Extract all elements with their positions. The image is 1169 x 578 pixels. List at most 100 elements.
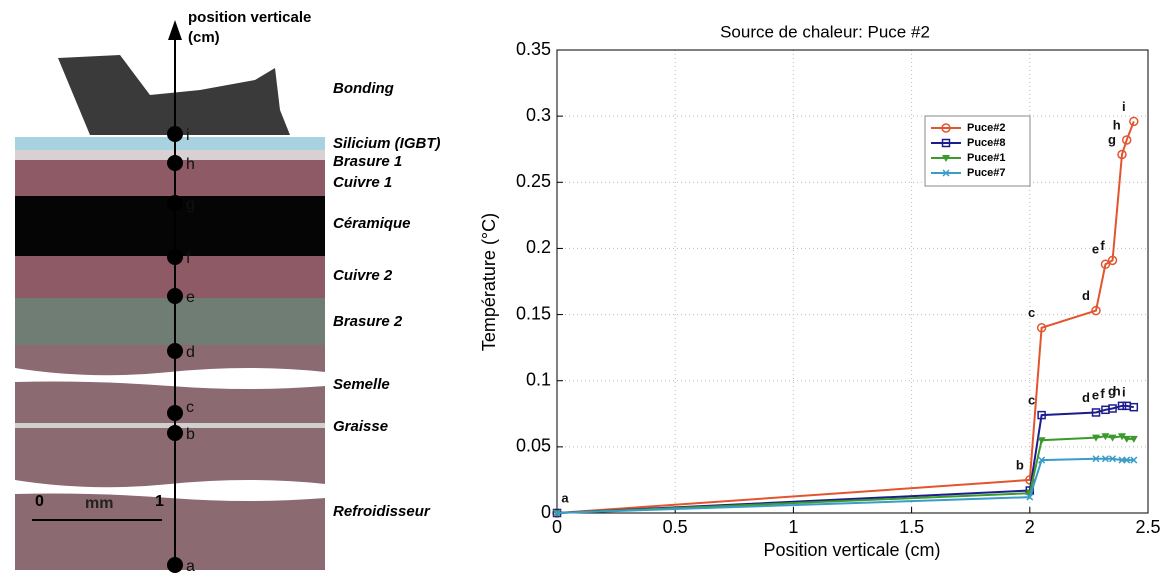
series-line bbox=[556, 121, 1135, 514]
point-label: d bbox=[1082, 390, 1090, 405]
layer-label: Céramique bbox=[333, 215, 411, 232]
plot-frame bbox=[556, 49, 1149, 514]
y-tick-label: 0.25 bbox=[516, 171, 551, 191]
layer-label: Brasure 2 bbox=[333, 313, 403, 330]
point bbox=[1117, 401, 1127, 411]
point bbox=[1026, 493, 1034, 501]
point-label: c bbox=[186, 399, 194, 416]
point-label: g bbox=[186, 196, 195, 213]
chart-title: Source de chaleur: Puce #2 bbox=[720, 22, 930, 41]
point bbox=[1121, 135, 1132, 145]
layer-label: Brasure 1 bbox=[333, 153, 402, 170]
point-label: e bbox=[1092, 387, 1099, 402]
layer-brasure2 bbox=[15, 298, 325, 345]
y-axis-label: Température (°C) bbox=[479, 213, 499, 351]
point bbox=[1100, 259, 1111, 270]
x-tick-label: 0 bbox=[552, 517, 562, 537]
section-point bbox=[167, 249, 183, 265]
point-label: f bbox=[1100, 386, 1105, 401]
point bbox=[1108, 404, 1117, 413]
y-tick-label: 0.2 bbox=[526, 237, 551, 257]
y-tick-label: 0.15 bbox=[516, 303, 551, 323]
point bbox=[1109, 455, 1117, 463]
point bbox=[1091, 408, 1101, 417]
point bbox=[1025, 475, 1035, 485]
point-label: d bbox=[186, 344, 195, 361]
legend-label: Puce#1 bbox=[967, 152, 1006, 164]
point bbox=[1091, 305, 1101, 316]
layer-label: Semelle bbox=[333, 376, 390, 393]
legend-marker bbox=[941, 123, 951, 133]
point bbox=[1037, 437, 1046, 445]
point-label: h bbox=[186, 156, 195, 173]
section-point bbox=[167, 343, 183, 359]
section-point bbox=[167, 288, 183, 304]
point bbox=[1038, 456, 1046, 464]
section-point bbox=[167, 425, 183, 441]
cut-mark bbox=[15, 480, 325, 501]
point-label: i bbox=[1122, 385, 1126, 400]
point bbox=[1037, 410, 1046, 420]
point-label: a bbox=[561, 490, 569, 505]
point bbox=[1091, 434, 1100, 442]
layer-silicium bbox=[15, 137, 325, 150]
legend-marker bbox=[942, 169, 950, 177]
series-line bbox=[556, 457, 1134, 514]
y-tick-label: 0.1 bbox=[526, 369, 551, 389]
point-label: c bbox=[1028, 305, 1035, 320]
section-point bbox=[167, 557, 183, 573]
section-point bbox=[167, 126, 183, 142]
point-label: h bbox=[1113, 117, 1121, 132]
scale-end: 1 bbox=[155, 493, 164, 510]
layer-labels: Bonding Silicium (IGBT)Brasure 1 Cuivre 1 C… bbox=[167, 80, 441, 575]
x-tick-label: 2.5 bbox=[1135, 517, 1160, 537]
legend-label: Puce#8 bbox=[967, 137, 1006, 149]
point-label: g bbox=[1108, 132, 1116, 147]
axis-label: position verticale bbox=[188, 9, 311, 26]
legend-label: Puce#7 bbox=[967, 167, 1006, 179]
layer-label: Refroidisseur bbox=[333, 503, 431, 520]
axis-arrow bbox=[168, 20, 182, 40]
point bbox=[1129, 402, 1139, 412]
layer-label: Graisse bbox=[333, 418, 388, 435]
point bbox=[1129, 435, 1138, 443]
legend-marker bbox=[941, 138, 951, 148]
y-tick-label: 0.05 bbox=[516, 436, 551, 456]
point bbox=[1129, 116, 1139, 127]
y-tick-label: 0.35 bbox=[516, 39, 551, 59]
chart: Source de chaleur: Puce #2 Position vert… bbox=[479, 22, 1161, 559]
series-line bbox=[556, 435, 1134, 514]
point bbox=[1123, 456, 1131, 464]
section-point bbox=[167, 195, 183, 211]
point-label: f bbox=[186, 250, 191, 267]
point-label: a bbox=[186, 558, 195, 573]
point-label: f bbox=[1100, 238, 1105, 253]
point-label: g bbox=[1108, 383, 1116, 398]
x-tick-label: 1.5 bbox=[899, 517, 924, 537]
point bbox=[1101, 433, 1110, 441]
point-label: i bbox=[1122, 99, 1126, 114]
point bbox=[1130, 456, 1138, 464]
point bbox=[1117, 433, 1126, 441]
layer-label: Cuivre 2 bbox=[333, 267, 393, 284]
section-point bbox=[167, 405, 183, 421]
point-label: d bbox=[1082, 288, 1090, 303]
legend-marker bbox=[942, 155, 950, 162]
y-tick-label: 0 bbox=[541, 502, 551, 522]
x-tick-label: 0.5 bbox=[663, 517, 688, 537]
point-label: e bbox=[1092, 242, 1099, 257]
scale-start: 0 bbox=[35, 493, 44, 510]
layer-label: Silicium (IGBT) bbox=[333, 135, 441, 152]
point bbox=[1117, 149, 1127, 160]
point bbox=[1036, 323, 1047, 333]
point-label: b bbox=[1016, 457, 1024, 472]
y-tick-label: 0.3 bbox=[526, 105, 551, 125]
x-tick-label: 2 bbox=[1025, 517, 1035, 537]
point bbox=[553, 509, 561, 517]
point-label: c bbox=[1028, 393, 1035, 408]
point-label: h bbox=[1113, 383, 1121, 398]
layer-brasure1 bbox=[15, 150, 325, 160]
point bbox=[1108, 434, 1117, 442]
section-point bbox=[167, 155, 183, 171]
